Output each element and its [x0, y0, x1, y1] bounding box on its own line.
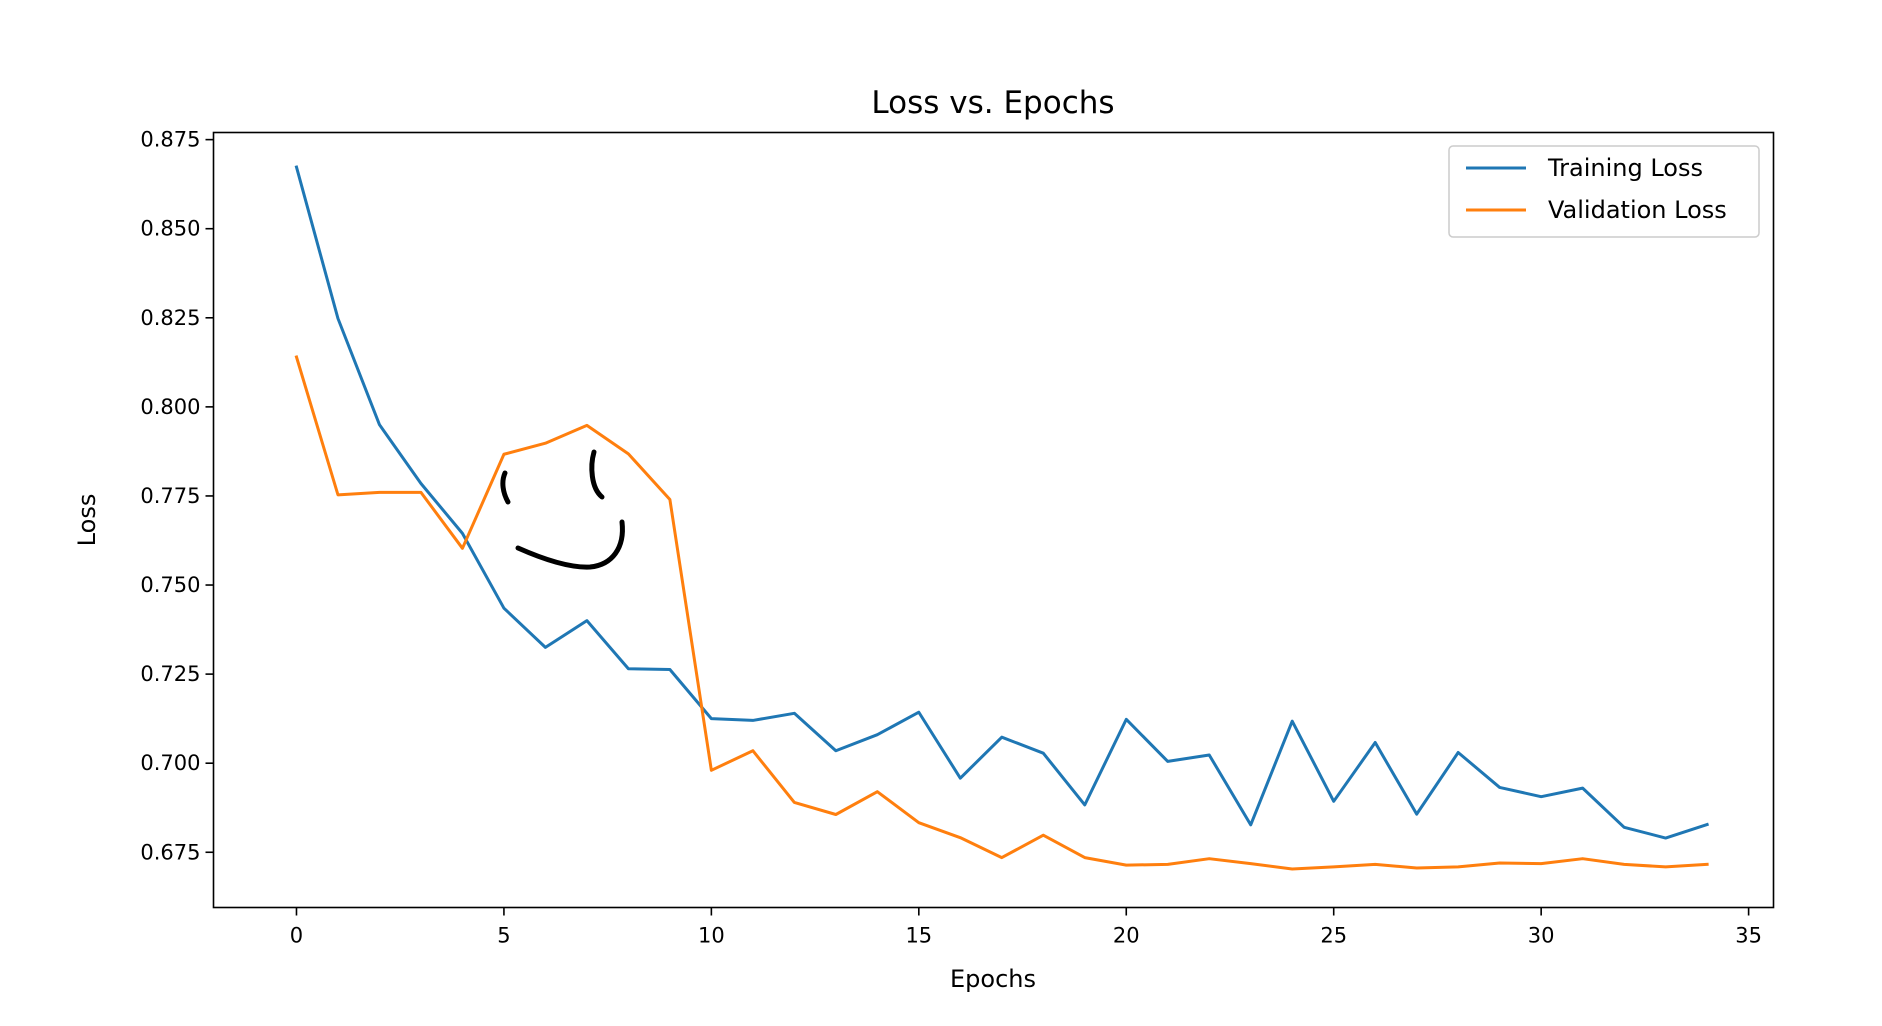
chart-title: Loss vs. Epochs: [871, 85, 1114, 121]
series-line-validation-loss: [294, 355, 1709, 871]
y-axis-label: Loss: [73, 494, 101, 547]
y-tick-label: 0.700: [140, 751, 200, 775]
y-tick-label: 0.875: [140, 128, 200, 152]
legend: Training Loss Validation Loss: [1448, 145, 1760, 238]
plot-frame: [212, 131, 1775, 909]
y-axis-ticks: 0.675 0.700 0.725 0.750 0.775 0.800 0.825 0.850…: [140, 128, 214, 864]
smiley-right-eye: [589, 449, 605, 500]
legend-label: Training Loss: [1547, 154, 1703, 182]
x-axis-ticks: 0 5 10 15 20 25 30 35: [290, 907, 1762, 948]
y-tick-label: 0.675: [140, 840, 200, 864]
y-tick-label: 0.775: [140, 484, 200, 508]
smiley-mouth: [515, 519, 625, 570]
x-tick-label: 15: [905, 924, 932, 948]
series-layer: [294, 165, 1710, 871]
x-tick-label: 5: [497, 924, 510, 948]
legend-box: [1448, 145, 1760, 238]
y-tick-label: 0.750: [140, 573, 200, 597]
series-line-training-loss: [294, 165, 1710, 840]
legend-label: Validation Loss: [1548, 196, 1727, 224]
x-tick-label: 0: [290, 924, 303, 948]
y-tick-label: 0.850: [140, 217, 200, 241]
x-tick-label: 10: [698, 924, 725, 948]
smiley-left-eye: [500, 470, 511, 505]
x-tick-label: 35: [1735, 924, 1762, 948]
y-tick-label: 0.825: [140, 306, 200, 330]
x-tick-label: 25: [1320, 924, 1347, 948]
x-axis-label: Epochs: [950, 965, 1036, 993]
smiley-doodle: [500, 449, 625, 570]
x-tick-label: 20: [1113, 924, 1140, 948]
y-tick-label: 0.725: [140, 662, 200, 686]
y-tick-label: 0.800: [140, 395, 200, 419]
x-tick-label: 30: [1528, 924, 1555, 948]
